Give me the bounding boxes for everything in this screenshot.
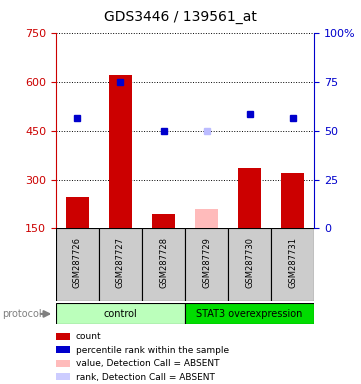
Bar [195,209,218,228]
Text: GSM287728: GSM287728 [159,237,168,288]
Bar [99,228,142,301]
Text: rank, Detection Call = ABSENT: rank, Detection Call = ABSENT [76,373,214,382]
Text: control: control [104,309,137,319]
Text: GSM287730: GSM287730 [245,237,254,288]
Text: count: count [76,332,101,341]
Bar [238,168,261,228]
Bar [56,360,70,367]
Bar [185,303,314,324]
Bar [56,333,70,340]
Text: GSM287731: GSM287731 [288,237,297,288]
Bar [142,228,185,301]
Bar [109,75,132,228]
Text: value, Detection Call = ABSENT: value, Detection Call = ABSENT [76,359,219,368]
Bar [56,374,70,381]
Text: GSM287726: GSM287726 [73,237,82,288]
Text: percentile rank within the sample: percentile rank within the sample [76,346,229,355]
Text: GDS3446 / 139561_at: GDS3446 / 139561_at [104,10,257,23]
Text: GSM287729: GSM287729 [202,237,211,288]
Bar [56,228,99,301]
Bar [281,173,304,228]
Text: STAT3 overexpression: STAT3 overexpression [196,309,303,319]
Text: GSM287727: GSM287727 [116,237,125,288]
Bar [152,214,175,228]
Bar [56,303,185,324]
Text: protocol: protocol [2,309,42,319]
Bar [271,228,314,301]
Bar [56,346,70,353]
Bar [228,228,271,301]
Bar [185,228,228,301]
Bar [66,197,89,228]
